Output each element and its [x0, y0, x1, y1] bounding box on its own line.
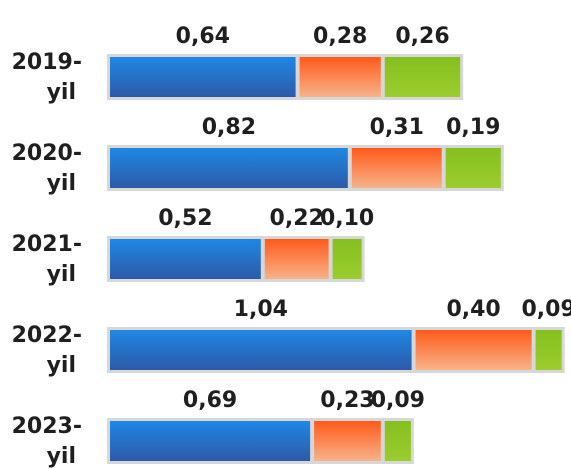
bar-segment [535, 330, 562, 370]
bar-segment [110, 57, 296, 97]
data-label: 0,31 [370, 115, 424, 140]
data-label: 0,09 [522, 297, 571, 322]
data-label: 0,19 [446, 115, 500, 140]
bar-segment [384, 57, 461, 97]
data-label: 0,82 [202, 115, 256, 140]
bar-segment [384, 421, 411, 461]
category-label: 2020-yil [12, 141, 82, 196]
category-label: 2021-yil [12, 232, 82, 287]
data-label: 1,04 [234, 297, 288, 322]
bar-segment [299, 57, 381, 97]
data-label: 0,40 [446, 297, 500, 322]
category-label: 2019-yil [12, 50, 82, 105]
data-label: 0,10 [320, 206, 374, 231]
category-label: 2023-yil [12, 414, 82, 469]
bar-segment [332, 239, 362, 279]
bar-segment [445, 148, 501, 188]
data-label: 0,23 [320, 388, 374, 413]
data-label: 0,69 [183, 388, 237, 413]
bar-segment [264, 239, 329, 279]
bar-segment [314, 421, 381, 461]
data-label: 0,28 [313, 24, 367, 49]
bar-segment [110, 239, 261, 279]
data-label: 0,26 [395, 24, 449, 49]
category-label: 2022-yil [12, 323, 82, 378]
bar-segment [351, 148, 442, 188]
data-label: 0,64 [176, 24, 230, 49]
bar-segment [110, 148, 348, 188]
plot-area: 2019-yil 0,64 0,28 0,26 2020-yil 0,82 0,31 0,19… [12, 24, 571, 469]
bar-segment [110, 330, 412, 370]
data-label: 0,22 [270, 206, 324, 231]
bar-segment [110, 421, 311, 461]
data-label: 0,52 [158, 206, 212, 231]
bar-segment [415, 330, 532, 370]
data-label: 0,09 [371, 388, 425, 413]
